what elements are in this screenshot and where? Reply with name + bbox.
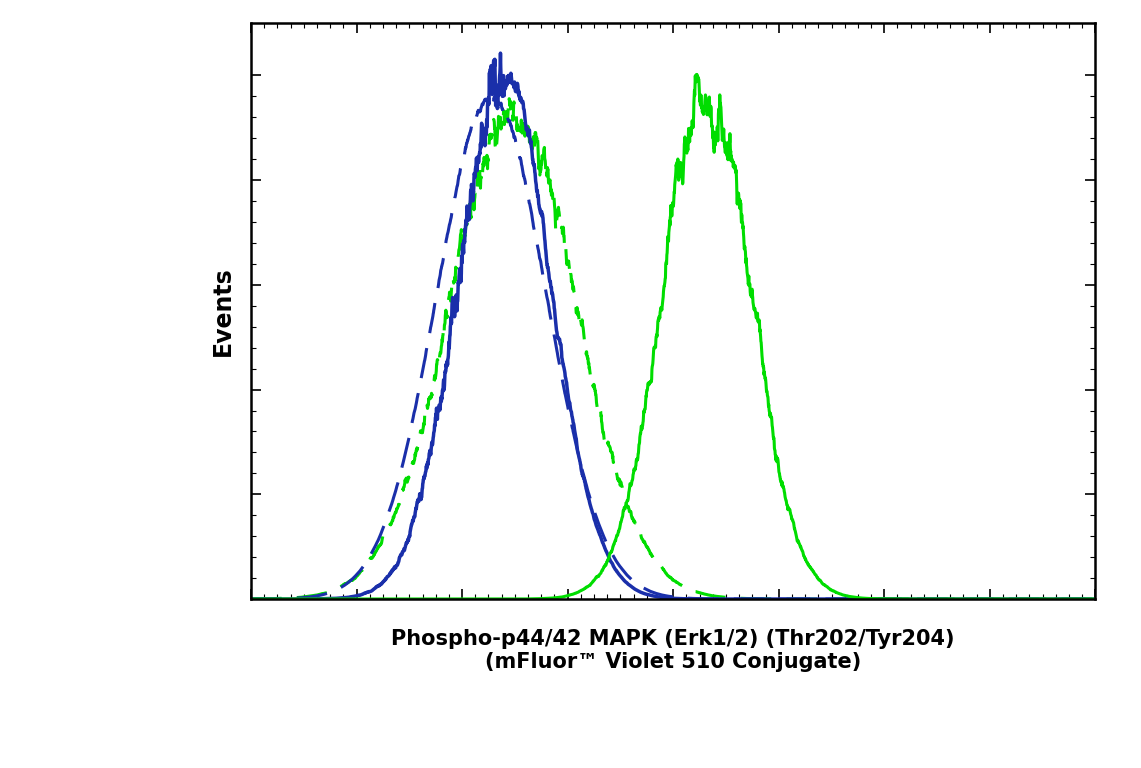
X-axis label: Phospho-p44/42 MAPK (Erk1/2) (Thr202/Tyr204)
(mFluor™ Violet 510 Conjugate): Phospho-p44/42 MAPK (Erk1/2) (Thr202/Tyr… bbox=[391, 629, 955, 672]
Y-axis label: Events: Events bbox=[211, 266, 235, 356]
